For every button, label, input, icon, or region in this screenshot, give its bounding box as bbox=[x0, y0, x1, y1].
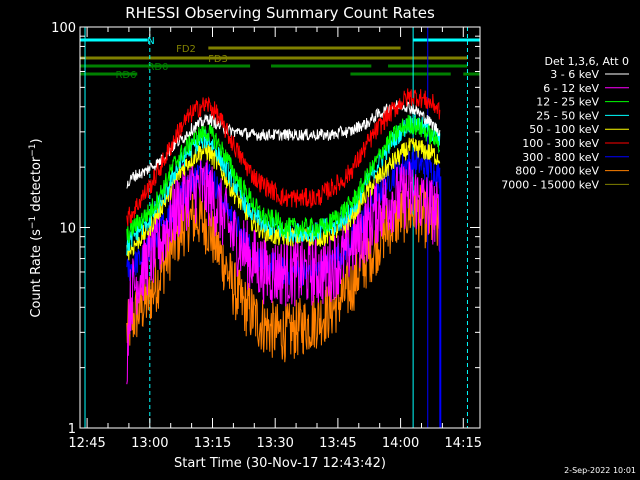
legend-label-7000-15000-kev: 7000 - 15000 keV bbox=[501, 178, 599, 191]
x-tick-label: 13:30 bbox=[256, 436, 293, 451]
y-label-end: ) bbox=[29, 138, 44, 143]
timestamp: 2-Sep-2022 10:01 bbox=[564, 466, 636, 475]
x-tick-label: 13:45 bbox=[319, 436, 356, 451]
status-label-rd6: RD6 bbox=[115, 70, 136, 81]
legend-label-100-300-kev: 100 - 300 keV bbox=[522, 137, 599, 150]
legend-label-25-50-kev: 25 - 50 keV bbox=[536, 109, 599, 122]
y-label-exponent-1: −1 bbox=[28, 216, 38, 229]
status-label-rd0: RD0 bbox=[147, 62, 168, 73]
status-label-n: N bbox=[147, 36, 154, 47]
x-tick-label: 13:00 bbox=[131, 436, 168, 451]
x-axis-label: Start Time (30-Nov-17 12:43:42) bbox=[174, 456, 386, 471]
status-label-fd3: FD3 bbox=[208, 54, 228, 65]
status-label-fd2: FD2 bbox=[176, 44, 196, 55]
y-tick-label: 100 bbox=[51, 21, 76, 36]
y-tick-label: 10 bbox=[59, 222, 76, 237]
x-tick-label: 14:15 bbox=[445, 436, 482, 451]
legend-header: Det 1,3,6, Att 0 bbox=[545, 55, 629, 68]
x-tick-label: 13:15 bbox=[194, 436, 231, 451]
series-12-25-kev bbox=[126, 114, 441, 244]
legend-label-300-800-kev: 300 - 800 keV bbox=[522, 151, 599, 164]
series-100-300-kev bbox=[126, 88, 441, 227]
chart-title: RHESSI Observing Summary Count Rates bbox=[125, 4, 435, 22]
y-label-exponent-2: −1 bbox=[28, 143, 38, 156]
legend-label-3-6-kev: 3 - 6 keV bbox=[550, 68, 599, 81]
legend-label-6-12-kev: 6 - 12 keV bbox=[543, 82, 599, 95]
y-axis-label: Count Rate (s−1 detector−1) bbox=[28, 138, 44, 317]
legend-label-50-100-kev: 50 - 100 keV bbox=[529, 123, 599, 136]
legend-label-800-7000-kev: 800 - 7000 keV bbox=[515, 165, 599, 178]
series-6-12-kev bbox=[126, 156, 441, 385]
x-tick-label: 14:00 bbox=[382, 436, 419, 451]
legend-label-12-25-kev: 12 - 25 keV bbox=[536, 96, 599, 109]
y-label-main: Count Rate (s bbox=[29, 229, 44, 318]
y-label-middle: detector bbox=[29, 156, 44, 216]
y-tick-label: 1 bbox=[68, 422, 76, 437]
x-tick-label: 12:45 bbox=[68, 436, 105, 451]
